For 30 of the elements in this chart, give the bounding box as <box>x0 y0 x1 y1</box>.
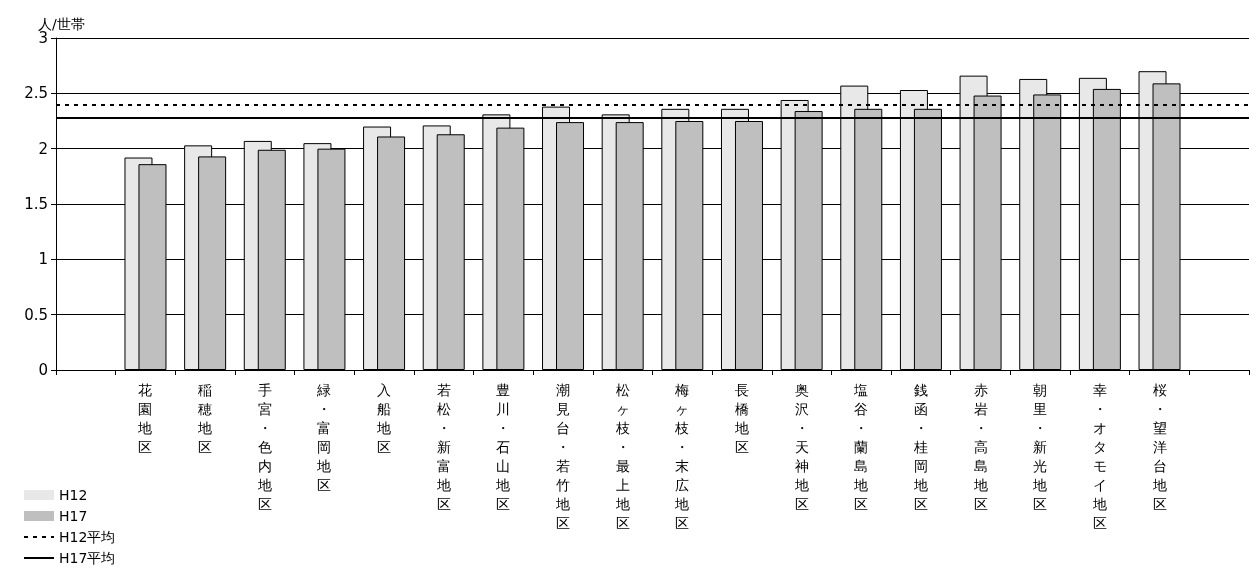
x-tick-label: 長橋地区 <box>733 381 749 455</box>
x-tick-label: 銭函・桂岡地区 <box>912 381 928 512</box>
x-tick-label: 手宮・色内地区 <box>256 381 272 512</box>
y-tick-label: 0 <box>38 361 48 379</box>
x-tick-label: 花園地区 <box>137 381 153 455</box>
x-tick-label: 赤岩・高島地区 <box>972 381 988 512</box>
x-tick-label: 幸・オタモイ地区 <box>1091 381 1107 531</box>
y-tick-label: 1.5 <box>24 195 48 213</box>
x-tick-label: 潮見台・若竹地区 <box>555 381 571 531</box>
legend-label: H17 <box>59 508 88 524</box>
x-tick-label: 梅ヶ枝・末広地区 <box>674 381 690 531</box>
x-tick-label: 若松・新富地区 <box>435 381 451 512</box>
x-tick-label: 奥沢・天神地区 <box>793 381 809 512</box>
y-tick-label: 0.5 <box>24 305 48 324</box>
y-tick-label: 2.5 <box>24 84 48 103</box>
y-tick-label: 1 <box>38 250 48 269</box>
x-tick-label: 朝里・新光地区 <box>1032 381 1048 512</box>
y-axis-title: 人/世帯 <box>38 15 85 32</box>
x-tick-label: 塩谷・蘭島地区 <box>853 381 869 512</box>
x-tick-label: 稲穂地区 <box>197 381 213 455</box>
legend-label: H12 <box>59 487 88 503</box>
x-tick-label: 豊川・石山地区 <box>495 381 511 512</box>
x-tick-label: 桜・望洋台地区 <box>1151 381 1167 512</box>
x-tick-label: 松ヶ枝・最上地区 <box>614 381 630 531</box>
x-tick-label: 緑・富岡地区 <box>316 381 332 493</box>
legend-label: H17平均 <box>59 550 116 566</box>
y-tick-label: 3 <box>38 29 48 47</box>
y-tick-label: 2 <box>38 139 48 158</box>
x-tick-label: 入船地区 <box>376 381 392 455</box>
legend-label: H12平均 <box>59 529 116 545</box>
